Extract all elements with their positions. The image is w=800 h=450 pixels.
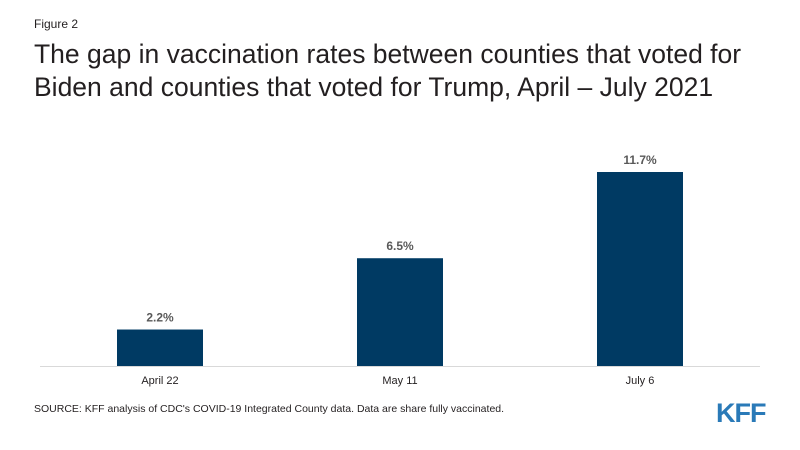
bar bbox=[117, 329, 203, 366]
data-label: 6.5% bbox=[386, 239, 414, 253]
kff-logo: KFF bbox=[716, 398, 767, 426]
kff-logo-text: KFF bbox=[716, 398, 766, 426]
figure-label: Figure 2 bbox=[34, 17, 79, 31]
x-tick-label: July 6 bbox=[626, 375, 655, 387]
chart-title: The gap in vaccination rates between cou… bbox=[34, 39, 742, 102]
source-note: SOURCE: KFF analysis of CDC's COVID-19 I… bbox=[34, 403, 505, 415]
bar bbox=[357, 258, 443, 366]
x-tick-label: April 22 bbox=[141, 375, 178, 387]
bar bbox=[597, 172, 683, 366]
data-label: 2.2% bbox=[146, 311, 174, 325]
x-tick-label: May 11 bbox=[382, 375, 417, 387]
data-label: 11.7% bbox=[623, 153, 657, 167]
